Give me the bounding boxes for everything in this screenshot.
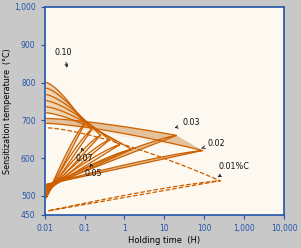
Polygon shape <box>46 123 203 185</box>
Polygon shape <box>46 107 119 190</box>
Polygon shape <box>46 88 92 196</box>
Text: 0.01%C: 0.01%C <box>218 162 249 177</box>
Polygon shape <box>46 101 110 192</box>
Text: 0.07: 0.07 <box>75 148 93 163</box>
Polygon shape <box>46 83 132 198</box>
X-axis label: Holding time  (H): Holding time (H) <box>128 236 200 245</box>
Text: 0.02: 0.02 <box>202 139 225 149</box>
Polygon shape <box>46 113 132 188</box>
Y-axis label: Sensitization temperature  (°C): Sensitization temperature (°C) <box>4 48 12 174</box>
Polygon shape <box>46 94 101 194</box>
Text: 0.10: 0.10 <box>55 48 72 67</box>
Polygon shape <box>46 83 85 198</box>
Text: 0.05: 0.05 <box>85 164 102 178</box>
Polygon shape <box>46 118 176 186</box>
Polygon shape <box>46 118 203 186</box>
Text: 0.03: 0.03 <box>175 119 200 128</box>
